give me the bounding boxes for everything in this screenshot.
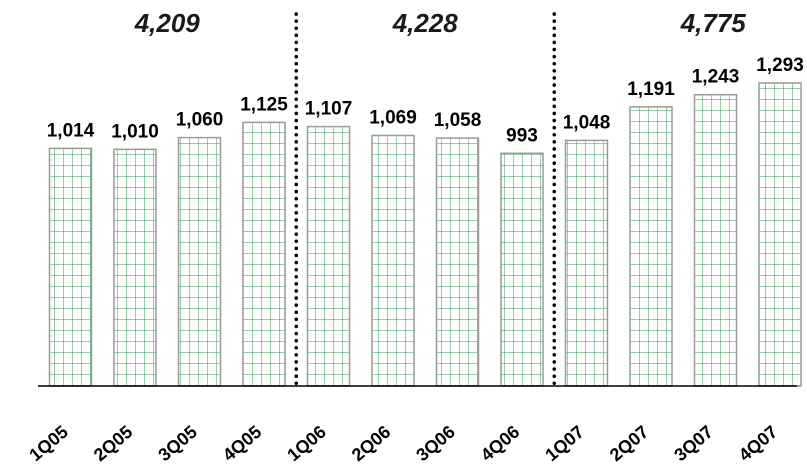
bar-2Q06 [371, 134, 415, 387]
bar-3Q07 [693, 93, 738, 387]
x-tick-labels: 1Q05 2Q05 3Q05 4Q05 1Q06 2Q06 3Q06 4Q06 1Q07 2Q07… [25, 422, 781, 466]
value-label-1Q07: 1,048 [563, 112, 611, 133]
tick-label-3Q07: 3Q07 [670, 422, 717, 466]
value-label-1Q05: 1,014 [47, 120, 95, 141]
bar-3Q06 [435, 137, 480, 387]
tick-label-3Q05: 3Q05 [154, 422, 201, 466]
tick-label-4Q05: 4Q05 [219, 422, 266, 466]
tick-label-2Q07: 2Q07 [606, 422, 653, 466]
tick-label-4Q07: 4Q07 [735, 422, 782, 466]
annual-total-3: 4,775 [680, 8, 747, 38]
bar-1Q07 [564, 139, 609, 387]
annual-total-2: 4,228 [392, 8, 459, 38]
tick-label-4Q06: 4Q06 [477, 422, 524, 466]
value-label-2Q05: 1,010 [111, 121, 159, 142]
value-labels: 1,014 1,010 1,060 1,125 1,107 1,069 1,058 993 1,… [47, 55, 804, 146]
value-label-4Q06: 993 [506, 125, 538, 146]
bar-1Q05 [48, 147, 93, 387]
tick-label-2Q06: 2Q06 [348, 422, 395, 466]
value-label-3Q07: 1,243 [692, 67, 740, 88]
bar-1Q06 [306, 125, 351, 387]
annual-totals: 4,209 4,228 4,775 [134, 8, 747, 38]
bar-4Q06 [500, 152, 544, 387]
tick-label-3Q06: 3Q06 [412, 422, 459, 466]
tick-label-1Q05: 1Q05 [25, 422, 72, 466]
bar-3Q05 [177, 136, 222, 387]
bar-4Q05 [242, 121, 286, 387]
value-label-3Q05: 1,060 [176, 110, 224, 131]
bar-2Q05 [113, 148, 157, 387]
tick-label-1Q07: 1Q07 [541, 422, 588, 466]
bars [48, 82, 802, 387]
value-label-4Q07: 1,293 [756, 55, 804, 76]
tick-label-2Q05: 2Q05 [90, 422, 137, 466]
value-label-2Q07: 1,191 [627, 79, 675, 100]
value-label-2Q06: 1,069 [369, 107, 417, 128]
tick-label-1Q06: 1Q06 [283, 422, 330, 466]
bar-4Q07 [758, 82, 802, 387]
annual-total-1: 4,209 [134, 8, 201, 38]
value-label-4Q05: 1,125 [240, 94, 288, 115]
bar-2Q07 [629, 106, 673, 387]
value-label-3Q06: 1,058 [434, 110, 482, 131]
year-dividers [294, 12, 556, 390]
value-label-1Q06: 1,107 [305, 99, 353, 120]
